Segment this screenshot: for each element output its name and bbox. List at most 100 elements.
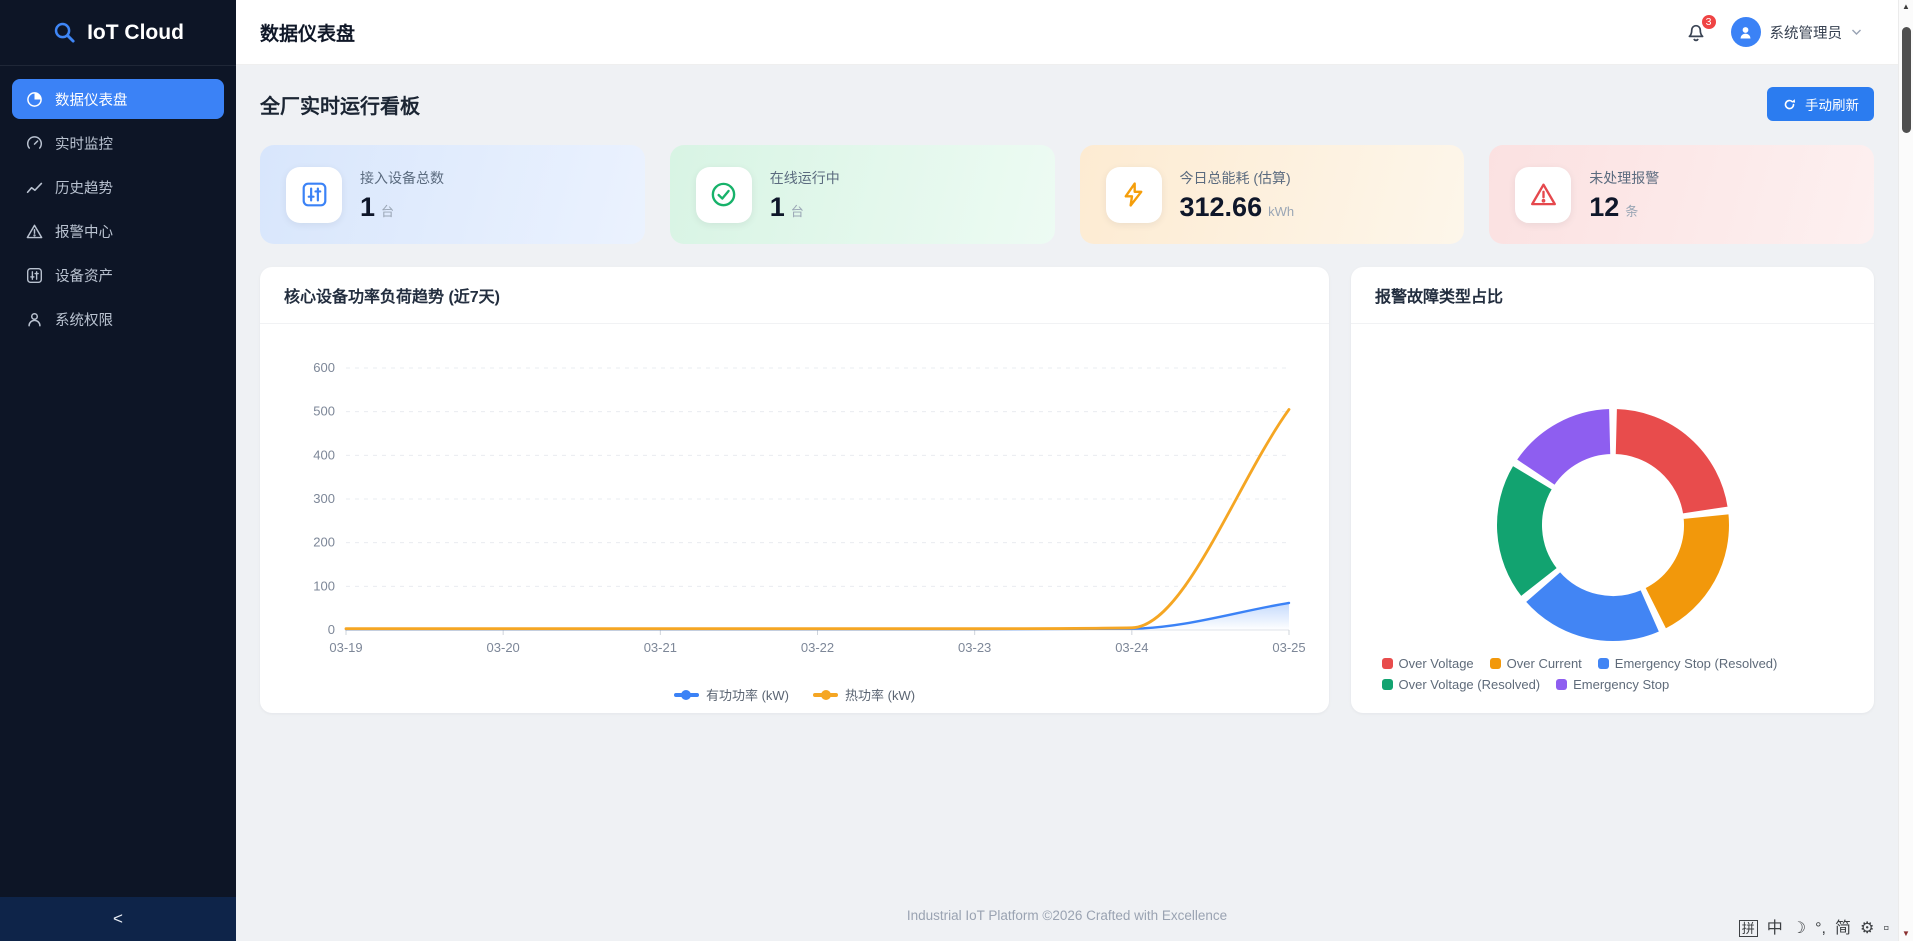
series-area (346, 602, 1289, 630)
stat-card: 在线运行中 1 台 (669, 145, 1055, 244)
search-icon (54, 22, 75, 43)
gauge-icon (26, 135, 43, 152)
stat-label: 接入设备总数 (360, 170, 444, 186)
sidebar-nav: 数据仪表盘实时监控历史趋势报警中心设备资产系统权限 (0, 66, 236, 897)
legend-label: 热功率 (kW) (845, 688, 916, 703)
stat-unit: 条 (1625, 204, 1639, 219)
sidebar-item-label: 设备资产 (55, 268, 113, 285)
top-header: 数据仪表盘 3 系统管理员 (236, 0, 1898, 65)
ime-keyboard-icon[interactable]: ▫ (1883, 919, 1889, 937)
pie-chart-legend: Over Voltage Over Current Emergency Stop (… (1381, 656, 1844, 692)
legend-item[interactable]: 热功率 (kW) (813, 685, 915, 704)
stat-card: 接入设备总数 1 台 (260, 145, 645, 244)
legend-label: Over Voltage (1398, 656, 1474, 671)
page-title: 数据仪表盘 (260, 23, 356, 45)
app-logo[interactable]: IoT Cloud (0, 0, 236, 66)
notification-bell-button[interactable]: 3 (1685, 13, 1718, 43)
stat-unit: 台 (381, 204, 395, 219)
pie-legend-item[interactable]: Over Voltage (1381, 656, 1474, 671)
pie-slice[interactable] (1514, 407, 1612, 488)
pie-chart-title: 报警故障类型占比 (1351, 267, 1874, 324)
stat-text: 在线运行中 1 台 (770, 168, 840, 221)
series-line (344, 601, 1291, 631)
series-line (344, 408, 1291, 631)
pie-chart-card: 报警故障类型占比 Over Voltage Over Current Emergen… (1351, 267, 1874, 713)
legend-item[interactable]: 有功功率 (kW) (673, 685, 789, 704)
sidebar-item-permission[interactable]: 系统权限 (12, 299, 224, 339)
check-circle-icon (695, 166, 752, 223)
sidebar-item-label: 历史趋势 (55, 180, 113, 197)
ime-settings-icon[interactable]: ⚙ (1859, 919, 1875, 937)
legend-label: Over Voltage (Resolved) (1398, 677, 1541, 692)
line-chart-body: 0 100 200 300 400 500 600 03-19 03-20 03-21 03-22 0… (260, 324, 1329, 704)
manual-refresh-button[interactable]: 手动刷新 (1767, 87, 1874, 121)
ime-pinyin-icon[interactable]: 拼 (1738, 920, 1758, 937)
sidebar-item-alarm[interactable]: 报警中心 (12, 211, 224, 251)
legend-swatch (1556, 679, 1568, 690)
legend-swatch (1597, 658, 1609, 669)
stat-card: 未处理报警 12 条 (1489, 145, 1874, 244)
sidebar-item-monitor[interactable]: 实时监控 (12, 123, 224, 163)
section-header: 全厂实时运行看板 手动刷新 (260, 87, 1874, 121)
stat-unit: kWh (1268, 204, 1295, 219)
refresh-label: 手动刷新 (1805, 98, 1859, 113)
stat-label: 未处理报警 (1589, 170, 1660, 186)
notification-badge: 3 (1699, 13, 1718, 31)
pie-legend-item[interactable]: Over Voltage (Resolved) (1381, 677, 1541, 692)
sliders-icon (286, 166, 342, 223)
scrollbar-down-arrow[interactable]: ▼ (1902, 929, 1910, 938)
sidebar-item-assets[interactable]: 设备资产 (12, 255, 224, 295)
ime-chinese-icon[interactable]: 中 (1766, 919, 1783, 937)
sidebar-item-label: 数据仪表盘 (55, 92, 128, 109)
pie-legend-item[interactable]: Emergency Stop (1556, 677, 1669, 692)
pie-chart-body: Over Voltage Over Current Emergency Stop (… (1351, 324, 1874, 692)
pie-slice[interactable] (1642, 512, 1731, 631)
legend-swatch (1381, 679, 1393, 690)
sidebar-item-label: 系统权限 (55, 312, 113, 329)
stat-text: 接入设备总数 1 台 (360, 168, 444, 221)
legend-marker (813, 689, 838, 700)
sidebar: IoT Cloud 数据仪表盘实时监控历史趋势报警中心设备资产系统权限 < (0, 0, 236, 941)
x-axis-label: 03-25 (1272, 640, 1305, 655)
warning-triangle-icon (1515, 166, 1572, 223)
sliders-icon (26, 267, 43, 284)
stat-text: 今日总能耗 (估算) 312.66 kWh (1180, 168, 1295, 221)
y-axis-label: 500 (313, 404, 335, 419)
line-chart-title: 核心设备功率负荷趋势 (近7天) (260, 267, 1329, 324)
line-chart-card: 核心设备功率负荷趋势 (近7天) 0 100 200 300 400 500 600 03-1… (260, 267, 1329, 713)
sidebar-item-history[interactable]: 历史趋势 (12, 167, 224, 207)
browser-scrollbar[interactable]: ▲ ▼ (1898, 0, 1913, 941)
ime-simplified-icon[interactable]: 简 (1834, 919, 1851, 937)
legend-marker (673, 689, 699, 700)
pie-legend-item[interactable]: Over Current (1489, 656, 1582, 671)
line-chart-legend: 有功功率 (kW) 热功率 (kW) (284, 685, 1305, 704)
y-axis-label: 100 (313, 578, 335, 593)
legend-swatch (1489, 658, 1501, 669)
ime-halfwidth-icon[interactable]: ☽ (1791, 919, 1807, 937)
pie-chart-icon (26, 91, 43, 108)
y-axis-label: 400 (313, 447, 335, 462)
ime-punctuation-icon[interactable]: °, (1815, 919, 1826, 937)
user-menu[interactable]: 系统管理员 (1730, 17, 1863, 47)
stat-label: 今日总能耗 (估算) (1179, 170, 1291, 186)
user-icon (1740, 26, 1751, 39)
bell-icon (1688, 24, 1703, 42)
user-name: 系统管理员 (1769, 25, 1843, 42)
footer-text: Industrial IoT Platform ©2026 Crafted wi… (906, 908, 1228, 923)
scrollbar-thumb[interactable] (1902, 27, 1911, 133)
stat-cards: 接入设备总数 1 台 在线运行中 1 台 今日总能耗 (估算) 312.66 kWh 未处理报警 1… (260, 145, 1874, 244)
pie-legend-item[interactable]: Emergency Stop (Resolved) (1597, 656, 1777, 671)
legend-label: Over Current (1506, 656, 1582, 671)
pie-slice[interactable] (1494, 463, 1559, 599)
pie-slice[interactable] (1613, 407, 1730, 516)
legend-label: Emergency Stop (1573, 677, 1670, 692)
sidebar-item-label: 实时监控 (55, 136, 113, 153)
sidebar-collapse-button[interactable]: < (0, 897, 236, 941)
stat-value: 312.66 kWh (1179, 192, 1295, 222)
sidebar-item-dashboard[interactable]: 数据仪表盘 (12, 79, 224, 119)
pie-slice[interactable] (1523, 569, 1661, 643)
scrollbar-up-arrow[interactable]: ▲ (1902, 2, 1910, 11)
legend-label: 有功功率 (kW) (705, 688, 789, 703)
